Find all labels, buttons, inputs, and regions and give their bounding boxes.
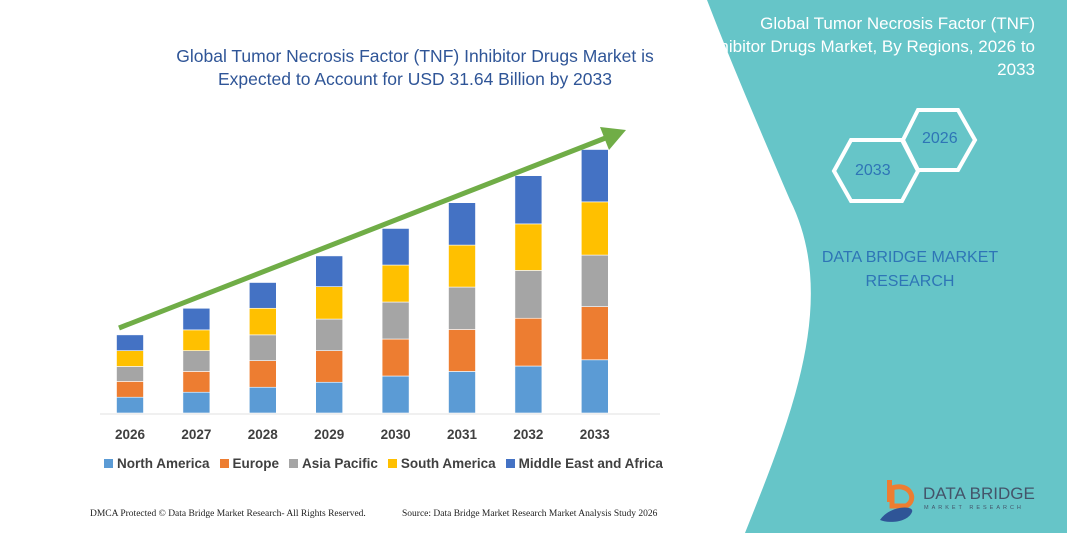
legend-label: North America bbox=[117, 456, 210, 471]
legend-item: Asia Pacific bbox=[289, 456, 378, 471]
side-panel-background bbox=[707, 0, 1067, 533]
x-tick-labels: 2026 2027 2028 2029 2030 2031 2032 2033 bbox=[115, 427, 610, 442]
bar-segment-2028-europe bbox=[249, 360, 277, 388]
bar-segment-2033-middle-east-and-africa bbox=[580, 149, 609, 203]
bar-segment-2031-north-america bbox=[448, 371, 476, 414]
bar-segment-2027-south-america bbox=[182, 329, 211, 351]
legend-label: Middle East and Africa bbox=[518, 456, 663, 471]
legend-item: Europe bbox=[219, 456, 280, 471]
x-tick-label: 2030 bbox=[381, 427, 411, 442]
bar-segment-2027-asia-pacific bbox=[182, 350, 211, 372]
bar-segment-2028-north-america bbox=[249, 386, 277, 414]
bar-segment-2031-europe bbox=[448, 329, 476, 372]
bar-segment-2031-south-america bbox=[448, 244, 476, 288]
hex-label-2033: 2033 bbox=[855, 162, 891, 179]
bar-segment-2033-europe bbox=[580, 306, 609, 361]
legend-label: Europe bbox=[232, 456, 280, 471]
chart-title: Global Tumor Necrosis Factor (TNF) Inhib… bbox=[176, 46, 654, 89]
bar-segment-2027-middle-east-and-africa bbox=[182, 307, 211, 331]
bar-segment-2030-asia-pacific bbox=[381, 301, 410, 340]
legend-swatch bbox=[289, 459, 299, 468]
bar-segment-2032-asia-pacific bbox=[514, 270, 543, 319]
legend-item: North America bbox=[104, 456, 210, 471]
legend-swatch bbox=[387, 459, 397, 468]
bar-segment-2028-middle-east-and-africa bbox=[249, 282, 277, 309]
x-tick-label: 2032 bbox=[513, 427, 543, 442]
legend-swatch bbox=[219, 459, 229, 468]
trend-arrow bbox=[118, 127, 626, 331]
brand-text: DATA BRIDGE MARKET RESEARCH bbox=[821, 249, 999, 290]
bar-segment-2032-south-america bbox=[514, 223, 543, 271]
bar-segment-2026-middle-east-and-africa bbox=[116, 334, 144, 351]
footer-source: Source: Data Bridge Market Research Mark… bbox=[402, 509, 658, 519]
bar-segment-2029-europe bbox=[315, 350, 344, 383]
bar-segment-2032-middle-east-and-africa bbox=[514, 175, 543, 225]
legend-swatch bbox=[104, 459, 113, 468]
bar-segment-2026-asia-pacific bbox=[116, 366, 144, 382]
bar-segment-2027-north-america bbox=[182, 391, 211, 414]
x-tick-label: 2027 bbox=[181, 427, 211, 442]
legend-item: Middle East and Africa bbox=[505, 456, 663, 471]
logo-name: DATA BRIDGE bbox=[923, 484, 1035, 503]
legend-swatch bbox=[505, 459, 515, 468]
hex-label-2026: 2026 bbox=[922, 130, 958, 147]
logo-icon bbox=[880, 480, 915, 522]
footer-copyright: DMCA Protected © Data Bridge Market Rese… bbox=[90, 509, 366, 519]
x-tick-label: 2033 bbox=[580, 427, 611, 442]
bar-segment-2027-europe bbox=[182, 371, 211, 393]
bar-segment-2033-south-america bbox=[580, 201, 609, 256]
bar-segment-2028-asia-pacific bbox=[249, 334, 277, 361]
bar-segment-2031-middle-east-and-africa bbox=[448, 202, 476, 246]
bar-segment-2029-asia-pacific bbox=[315, 318, 344, 351]
bar-segment-2030-south-america bbox=[381, 264, 410, 303]
bar-segment-2029-south-america bbox=[315, 286, 344, 320]
bar-segment-2026-north-america bbox=[116, 396, 144, 414]
logo-subtitle: MARKET RESEARCH bbox=[924, 505, 1024, 511]
hexagon-2033 bbox=[831, 138, 921, 203]
bar-segment-2032-europe bbox=[514, 317, 543, 367]
bar-segment-2032-north-america bbox=[514, 365, 543, 414]
bar-segment-2030-middle-east-and-africa bbox=[381, 228, 410, 266]
x-tick-label: 2028 bbox=[248, 427, 279, 442]
bar-segment-2030-north-america bbox=[381, 375, 410, 414]
side-panel-title: Global Tumor Necrosis Factor (TNF) Inhib… bbox=[705, 14, 1035, 79]
bar-segment-2026-south-america bbox=[116, 350, 144, 367]
x-tick-label: 2029 bbox=[314, 427, 344, 442]
bar-segment-2029-middle-east-and-africa bbox=[315, 255, 344, 287]
legend: North America Europe Asia Pacific South Ame… bbox=[104, 456, 663, 471]
bar-segment-2031-asia-pacific bbox=[448, 286, 476, 330]
legend-label: Asia Pacific bbox=[302, 456, 378, 471]
bar-segment-2033-north-america bbox=[580, 359, 609, 414]
bar-segment-2029-north-america bbox=[315, 381, 344, 414]
bar-segment-2030-europe bbox=[381, 338, 410, 377]
bar-segment-2028-south-america bbox=[249, 307, 277, 336]
x-tick-label: 2026 bbox=[115, 427, 146, 442]
legend-item: South America bbox=[387, 456, 496, 471]
x-tick-label: 2031 bbox=[447, 427, 478, 442]
legend-label: South America bbox=[400, 456, 496, 471]
bar-segment-2026-europe bbox=[116, 381, 144, 398]
bar-segment-2033-asia-pacific bbox=[580, 254, 609, 307]
bars-group bbox=[116, 149, 609, 414]
